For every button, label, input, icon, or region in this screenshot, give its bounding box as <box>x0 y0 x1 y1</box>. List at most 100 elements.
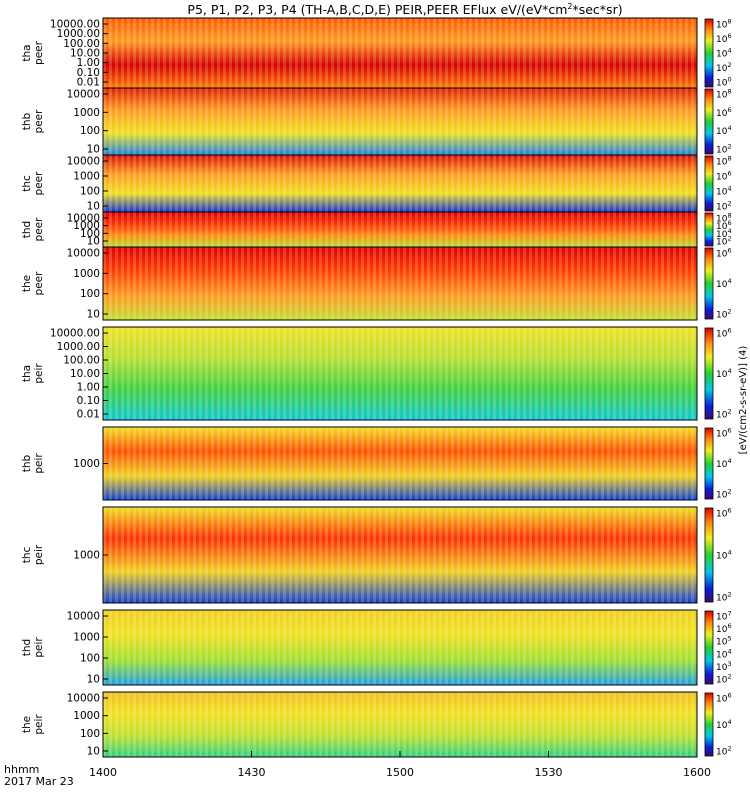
y-tick-label: 10.00 <box>70 48 100 60</box>
colorbar-tick-label: 104 <box>716 647 732 660</box>
y-tick-label: 10 <box>87 201 100 213</box>
spectrogram-image <box>103 692 697 757</box>
y-tick-label: 100 <box>80 653 100 665</box>
y-tick-label: 10000 <box>67 693 100 705</box>
spectrogram-image <box>103 88 697 155</box>
spectrogram-texture <box>103 507 694 603</box>
spectrogram-texture <box>103 692 694 757</box>
y-tick-label: 100 <box>80 125 100 137</box>
panel-frame <box>102 609 698 686</box>
colorbar <box>704 212 714 247</box>
y-tick-label: 1000 <box>73 632 100 644</box>
colorbar-tick-label: 104 <box>716 277 732 290</box>
spectrogram-image <box>103 212 697 247</box>
colorbar-tick-label: 106 <box>716 692 732 705</box>
colorbar-tick-label: 102 <box>716 745 732 758</box>
colorbar-tick-label: 106 <box>716 170 732 183</box>
colorbar-tick-label: 102 <box>716 61 732 74</box>
colorbar-tick-label: 108 <box>716 88 732 101</box>
y-tick-label: 10 <box>87 674 100 686</box>
spectrogram-texture <box>103 212 694 247</box>
y-tick-label: 100 <box>80 228 100 240</box>
panel-probe-label: thd <box>21 639 33 656</box>
spectrogram-image <box>103 427 697 500</box>
y-tick-label: 10000 <box>67 611 100 623</box>
y-tick-label: 10000 <box>67 89 100 101</box>
y-tick-label: 1000.00 <box>57 28 100 40</box>
colorbar-tick-label: 106 <box>716 327 732 340</box>
colorbar-tick-label: 105 <box>716 635 732 648</box>
y-tick-label: 1000 <box>73 220 100 232</box>
y-tick-label: 10 <box>87 309 100 321</box>
colorbar-tick-label: 106 <box>716 247 732 260</box>
y-tick-label: 0.01 <box>77 409 100 421</box>
colorbar-tick-label: 104 <box>716 185 732 198</box>
y-tick-label: 10000.00 <box>50 19 100 31</box>
panel-instrument-label: peir <box>33 363 45 384</box>
x-tick-label: 1600 <box>683 766 711 779</box>
spectrogram-texture <box>103 327 694 420</box>
panel-the-peer: 10000 1000 100 10 the peer 106 104 102 <box>21 246 732 321</box>
panel-instrument-label: peer <box>33 271 45 296</box>
panel-probe-label: the <box>21 275 33 292</box>
colorbar-tick-label: 104 <box>716 457 732 470</box>
x-tick-label: 1530 <box>535 766 563 779</box>
panel-probe-label: thb <box>21 454 33 472</box>
y-tick-label: 100 <box>80 728 100 740</box>
y-tick-label: 100.00 <box>63 38 100 50</box>
colorbar-tick-label: 102 <box>716 591 732 604</box>
panel-probe-label: tha <box>21 365 33 382</box>
y-tick-label: 1000 <box>73 107 100 119</box>
colorbar-tick-label: 106 <box>716 507 732 520</box>
colorbar <box>704 327 714 420</box>
panel-frame <box>102 246 698 321</box>
colorbar-tick-label: 102 <box>716 488 732 501</box>
colorbar-tick-label: 106 <box>716 32 732 45</box>
y-tick-label: 1000 <box>73 458 100 470</box>
colorbar-tick-label: 102 <box>716 308 732 321</box>
colorbar-tick-label: 104 <box>716 367 732 380</box>
colorbar-tick-label: 104 <box>716 718 732 731</box>
colorbar-tick-label: 106 <box>716 622 732 635</box>
panel-thc-peir: 1000 thc peir 106 104 102 <box>21 506 732 604</box>
spectrogram-image <box>103 18 697 88</box>
panel-instrument-label: peer <box>33 171 45 196</box>
spectrogram-image <box>103 327 697 420</box>
colorbar-tick-label: 108 <box>716 155 732 168</box>
colorbar-tick-label: 108 <box>716 18 732 31</box>
colorbar-tick-label: 104 <box>716 47 732 60</box>
y-tick-label: 100 <box>80 288 100 300</box>
panel-probe-label: thc <box>21 547 33 564</box>
y-tick-label: 0.10 <box>77 395 100 407</box>
spectrogram-image <box>103 507 697 603</box>
panel-probe-label: thb <box>21 112 33 130</box>
colorbar <box>704 247 714 320</box>
panel-probe-label: thc <box>21 175 33 192</box>
y-tick-label: 1000 <box>73 550 100 562</box>
spectrogram-image <box>103 610 697 685</box>
panel-probe-label: thd <box>21 221 33 238</box>
x-axis-label-format: hhmm <box>4 763 39 776</box>
y-tick-label: 10000 <box>67 156 100 168</box>
x-axis-label-date: 2017 Mar 23 <box>4 775 74 788</box>
x-tick-label: 1500 <box>386 766 414 779</box>
spectrogram-image <box>103 155 697 212</box>
spectrogram-texture <box>103 155 694 212</box>
colorbar-tick-label: 106 <box>716 106 732 119</box>
spectrogram-texture <box>103 18 694 88</box>
panel-instrument-label: peir <box>33 714 45 735</box>
y-tick-label: 1000 <box>73 171 100 183</box>
colorbar-tick-label: 106 <box>716 427 732 440</box>
panel-instrument-label: peer <box>33 109 45 134</box>
y-tick-label: 1000.00 <box>57 341 100 353</box>
y-tick-label: 1000 <box>73 710 100 722</box>
colorbar <box>704 88 714 155</box>
y-tick-label: 1.00 <box>77 382 100 394</box>
